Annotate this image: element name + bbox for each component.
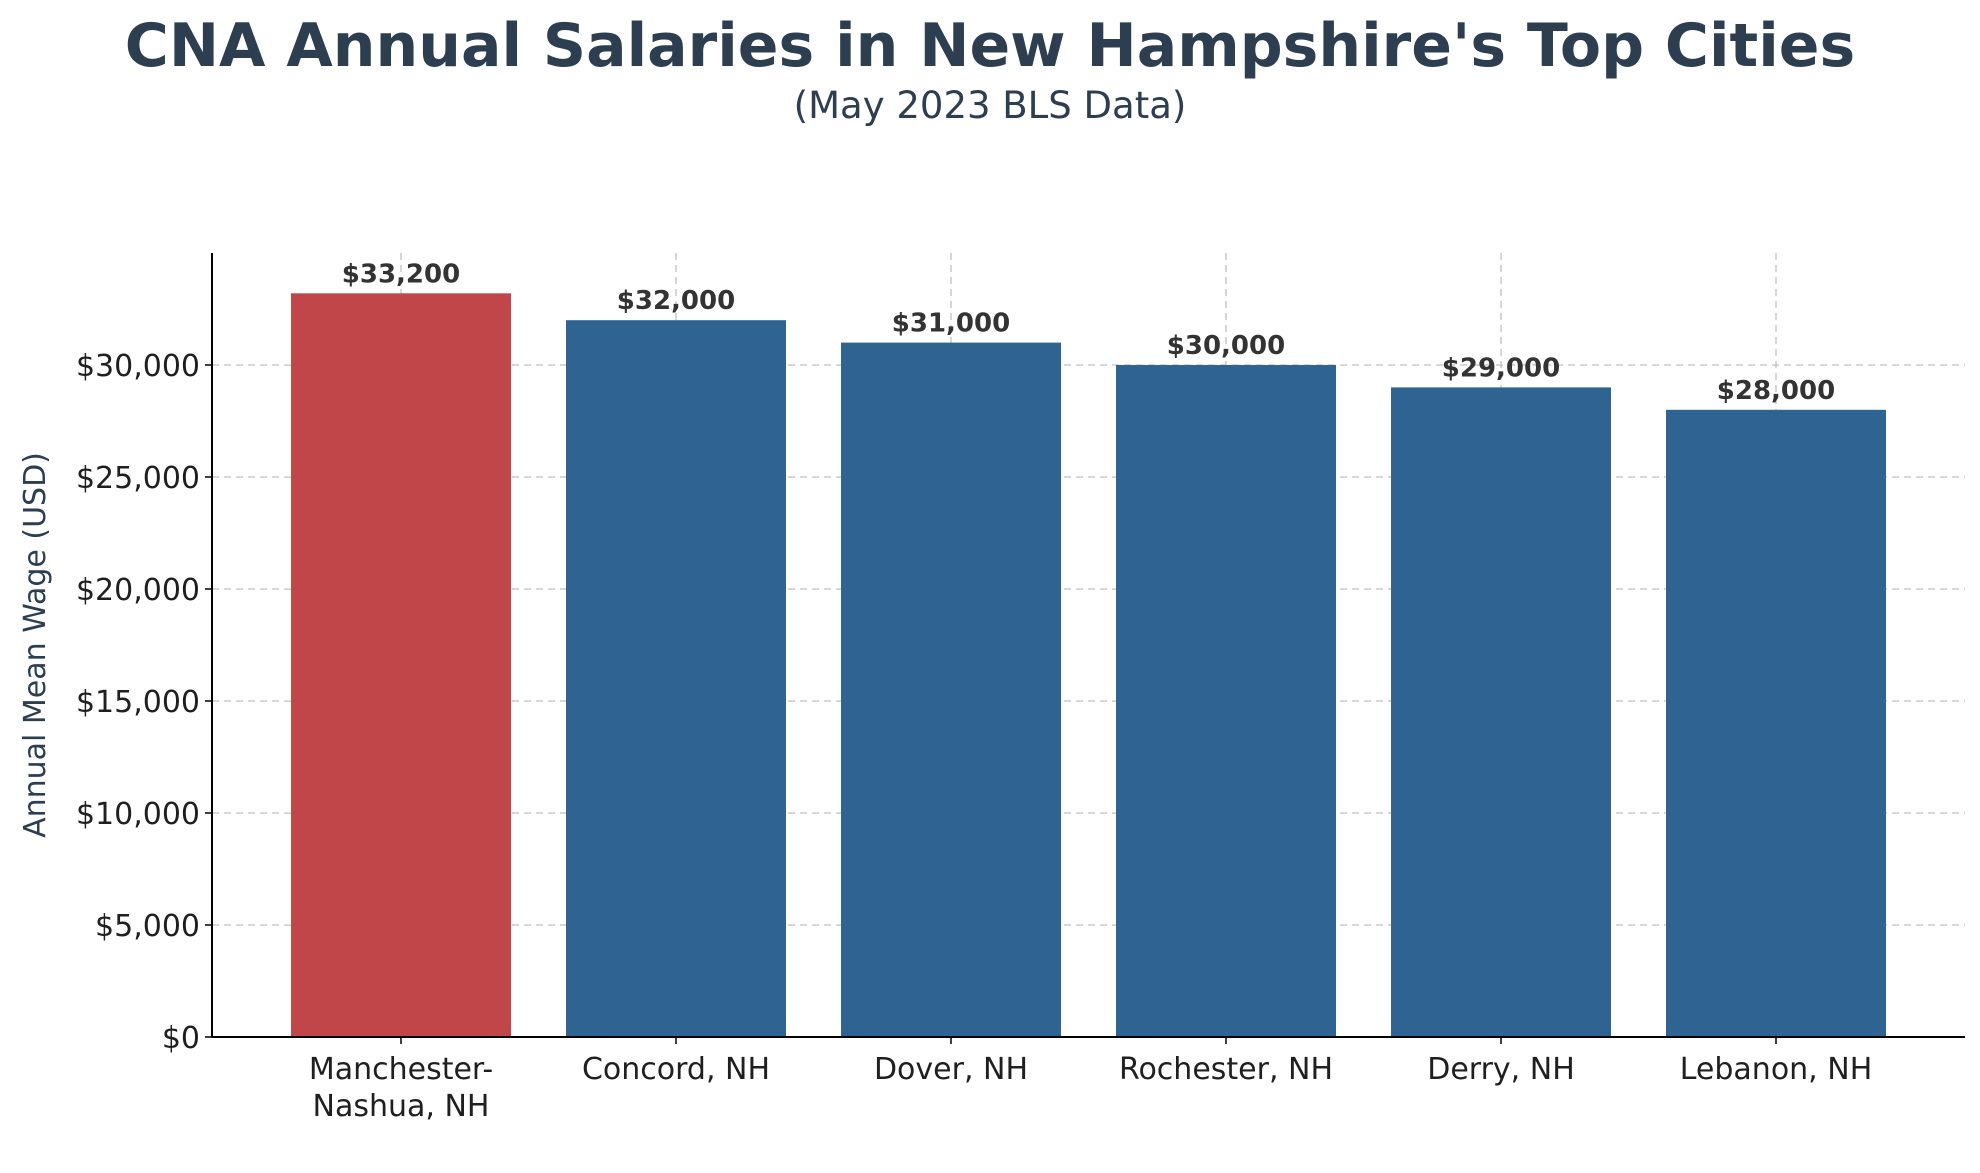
bars (291, 293, 1886, 1038)
data-label: $33,200 (342, 259, 460, 289)
bar (1116, 365, 1336, 1037)
y-tick-label: $20,000 (76, 573, 200, 608)
y-tick-label: $25,000 (76, 461, 200, 496)
chart-title: CNA Annual Salaries in New Hampshire's T… (125, 11, 1855, 81)
y-tick-label: $10,000 (76, 797, 200, 832)
bar (291, 293, 511, 1037)
y-tick-label: $15,000 (76, 685, 200, 720)
x-tick-label-line: Rochester, NH (1119, 1052, 1333, 1087)
y-tick-label: $5,000 (95, 909, 200, 944)
x-tick-label: Derry, NH (1427, 1052, 1575, 1087)
value-labels: $33,200 $32,000 $31,000 $30,000 $29,000 $28,0… (342, 259, 1835, 405)
bar (841, 342, 1061, 1038)
data-label: $29,000 (1442, 353, 1560, 383)
x-tick-label: Rochester, NH (1119, 1052, 1333, 1087)
x-tick-label: Lebanon, NH (1680, 1052, 1873, 1087)
y-tick-label: $30,000 (76, 349, 200, 384)
x-tick-label: Concord, NH (582, 1052, 770, 1087)
y-tick-label: $0 (162, 1021, 200, 1056)
bar (1391, 387, 1611, 1037)
x-tick-label-line: Concord, NH (582, 1052, 770, 1087)
data-label: $32,000 (617, 286, 735, 316)
x-tick-label-line: Derry, NH (1427, 1052, 1575, 1087)
y-ticks: $0 $5,000 $10,000 $15,000 $20,000 $25,000 $30,… (76, 349, 212, 1056)
data-label: $30,000 (1167, 331, 1285, 361)
chart-subtitle: (May 2023 BLS Data) (794, 84, 1187, 127)
x-tick-label: Dover, NH (874, 1052, 1028, 1087)
x-tick-label-line: Nashua, NH (313, 1089, 490, 1124)
data-label: $31,000 (892, 309, 1010, 339)
y-axis-label: Annual Mean Wage (USD) (18, 452, 53, 838)
x-ticks: Manchester-Nashua, NH Concord, NH Dover, N… (309, 1037, 1872, 1124)
x-tick-label-line: Dover, NH (874, 1052, 1028, 1087)
x-tick-label-line: Lebanon, NH (1680, 1052, 1873, 1087)
bar (1666, 409, 1886, 1037)
x-tick-label-line: Manchester- (309, 1052, 493, 1087)
bar (566, 320, 786, 1037)
axes (211, 253, 1965, 1038)
x-tick-label: Manchester-Nashua, NH (309, 1052, 493, 1124)
data-label: $28,000 (1717, 376, 1835, 406)
